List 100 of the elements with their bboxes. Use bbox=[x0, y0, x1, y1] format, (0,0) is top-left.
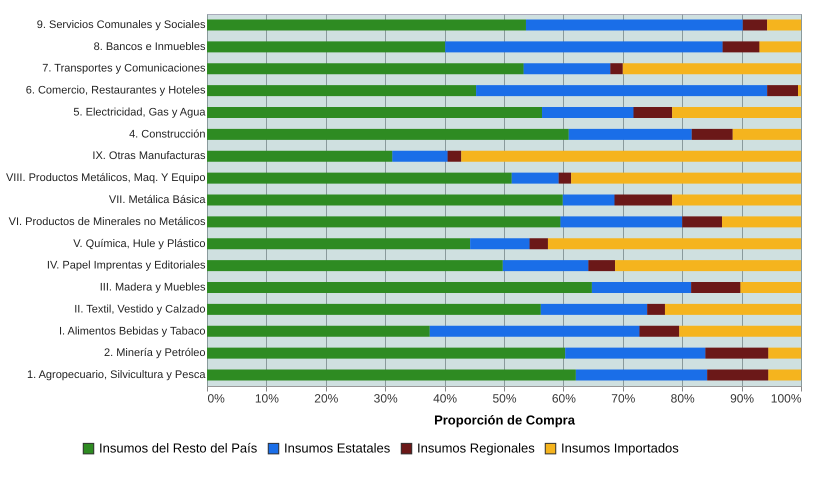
bar bbox=[622, 63, 801, 74]
bar bbox=[207, 282, 592, 294]
bar bbox=[207, 238, 470, 250]
y-tick-label: III. Madera y Muebles bbox=[100, 282, 206, 294]
x-tick-label: 10% bbox=[254, 392, 280, 406]
y-tick-label: 7. Transportes y Comunicaciones bbox=[42, 62, 206, 75]
y-tick-label: 2. Minería y Petróleo bbox=[104, 347, 206, 360]
y-tick-label: IX. Otras Manufacturas bbox=[92, 150, 206, 162]
bar bbox=[615, 260, 801, 272]
bar bbox=[560, 216, 682, 228]
bar bbox=[692, 128, 733, 140]
bar bbox=[540, 304, 648, 315]
x-tick-label: 30% bbox=[374, 392, 398, 406]
bar bbox=[448, 150, 462, 162]
y-tick-label: 5. Electricidad, Gas y Agua bbox=[73, 106, 206, 118]
x-axis-title: Proporción de Compra bbox=[434, 412, 576, 428]
x-tick-label: 80% bbox=[670, 392, 696, 406]
bar bbox=[576, 370, 708, 381]
y-tick-label: 9. Servicios Comunales y Sociales bbox=[36, 18, 206, 31]
bar bbox=[207, 19, 526, 30]
bar bbox=[430, 326, 640, 337]
bar bbox=[207, 85, 476, 96]
bar bbox=[542, 106, 634, 118]
bar bbox=[614, 194, 672, 206]
bar bbox=[759, 41, 801, 52]
bar bbox=[207, 348, 566, 359]
bar bbox=[722, 41, 760, 52]
bar bbox=[664, 304, 801, 315]
bar bbox=[740, 282, 801, 294]
bar bbox=[705, 348, 768, 359]
bar bbox=[207, 194, 563, 206]
bar bbox=[565, 348, 706, 359]
legend-label: Insumos del Resto del País bbox=[99, 440, 258, 456]
bar bbox=[207, 172, 512, 184]
x-tick-label: 0% bbox=[208, 392, 226, 406]
legend-label: Insumos Estatales bbox=[284, 440, 391, 456]
bar bbox=[207, 128, 569, 140]
bar bbox=[647, 304, 665, 315]
bar bbox=[207, 216, 560, 228]
bar bbox=[768, 348, 801, 359]
bar bbox=[526, 19, 743, 30]
bar bbox=[207, 326, 430, 337]
bar bbox=[207, 370, 576, 381]
x-tick-label: 40% bbox=[433, 392, 458, 406]
y-tick-label: IV. Papel Imprentas y Editoriales bbox=[46, 260, 206, 272]
bar bbox=[476, 85, 768, 96]
bar bbox=[798, 85, 801, 96]
bar bbox=[558, 172, 572, 184]
bar bbox=[392, 150, 448, 162]
y-tick-label: 4. Construcción bbox=[129, 128, 206, 140]
bar bbox=[568, 128, 692, 140]
legend-label: Insumos Importados bbox=[561, 440, 680, 456]
bar bbox=[639, 326, 680, 337]
bar bbox=[610, 63, 623, 74]
y-tick-label: 8. Bancos e Inmuebles bbox=[94, 40, 206, 53]
bar bbox=[207, 63, 524, 74]
y-tick-label: 1. Agropecuario, Silvicultura y Pesca bbox=[26, 369, 206, 382]
bar bbox=[707, 370, 768, 381]
bar bbox=[679, 326, 801, 337]
bar bbox=[742, 19, 768, 30]
bar bbox=[588, 260, 616, 272]
bar bbox=[207, 260, 503, 272]
bar bbox=[207, 150, 392, 162]
bar bbox=[530, 238, 548, 250]
bar bbox=[672, 106, 801, 118]
bar bbox=[682, 216, 722, 228]
bar bbox=[524, 63, 610, 74]
bar bbox=[732, 128, 801, 140]
x-tick-label: 50% bbox=[492, 392, 517, 406]
bar bbox=[502, 260, 588, 272]
x-tick-label: 100% bbox=[770, 392, 802, 406]
x-tick-label: 60% bbox=[552, 392, 576, 406]
bar bbox=[548, 238, 801, 250]
x-tick-label: 70% bbox=[611, 392, 636, 406]
bar bbox=[207, 41, 446, 52]
bar bbox=[672, 194, 801, 206]
y-tick-label: VII. Metálica Básica bbox=[108, 194, 206, 206]
bar bbox=[571, 172, 801, 184]
y-tick-label: 6. Comercio, Restaurantes y Hoteles bbox=[26, 84, 206, 97]
x-tick-label: 20% bbox=[314, 392, 339, 406]
bar bbox=[592, 282, 692, 294]
bar bbox=[470, 238, 530, 250]
bar bbox=[633, 106, 672, 118]
bar bbox=[767, 19, 801, 30]
y-tick-label: II. Textil, Vestido y Calzado bbox=[74, 303, 206, 316]
bar bbox=[768, 370, 801, 381]
bar bbox=[562, 194, 614, 206]
bar bbox=[691, 282, 740, 294]
bar bbox=[767, 85, 798, 96]
bar bbox=[207, 304, 541, 315]
legend-label: Insumos Regionales bbox=[417, 440, 536, 456]
bar bbox=[722, 216, 801, 228]
bar bbox=[207, 106, 542, 118]
bar bbox=[512, 172, 559, 184]
y-tick-label: VI. Productos de Minerales no Metálicos bbox=[8, 216, 206, 228]
x-tick-label: 90% bbox=[730, 392, 754, 406]
y-tick-label: VIII. Productos Metálicos, Maq. Y Equipo bbox=[6, 172, 206, 184]
bar bbox=[445, 41, 723, 52]
y-tick-label: I. Alimentos Bebidas y Tabaco bbox=[58, 325, 206, 338]
y-tick-label: V. Química, Hule y Plástico bbox=[73, 238, 206, 250]
